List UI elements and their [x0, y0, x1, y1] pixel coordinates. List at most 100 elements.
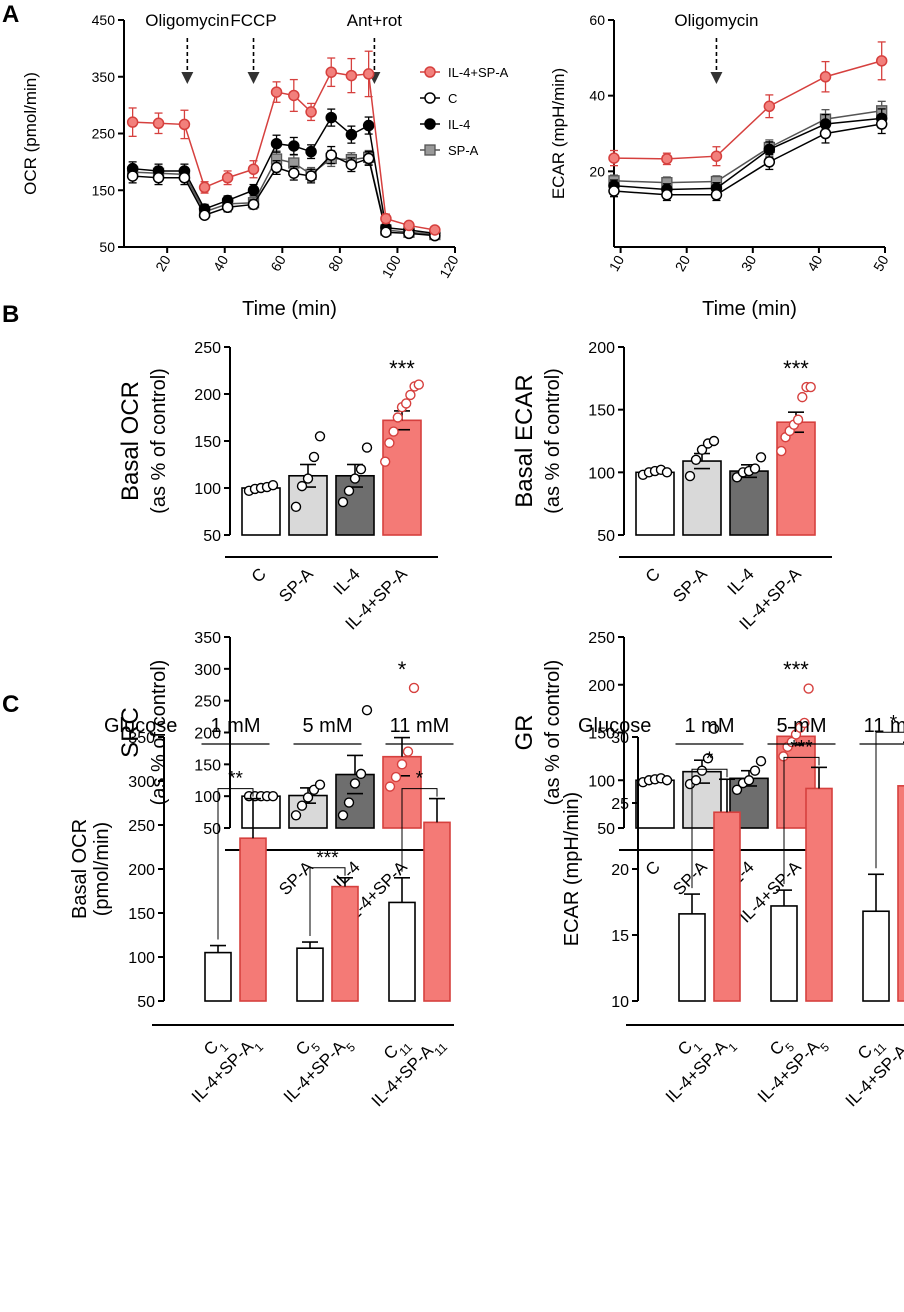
y-tick-label: 15 — [611, 928, 629, 945]
data-point — [408, 682, 420, 694]
data-point — [221, 172, 234, 184]
data-point — [198, 209, 211, 221]
y-tick-label: 200 — [128, 862, 155, 879]
series-c — [126, 145, 441, 242]
y-tick-label: 150 — [194, 434, 221, 451]
significance-stars: * — [398, 657, 407, 682]
data-point — [355, 464, 367, 475]
glucose-group-11-mm: 11 mM* — [385, 715, 454, 1002]
legend: IL-4+SP-A C IL-4 SP-A — [420, 65, 509, 158]
annotation-arrow-head — [181, 72, 194, 84]
y-tick-label: 150 — [92, 182, 116, 198]
data-point — [731, 784, 743, 795]
x-tick-label: 120 — [436, 252, 462, 280]
data-point — [343, 485, 355, 497]
y-tick-label: 40 — [589, 88, 605, 104]
axes: 50 100 150 200 250 GR (as % of control) — [511, 630, 832, 851]
x-tick-label: 20 — [152, 252, 174, 274]
y-tick-label: 200 — [194, 387, 221, 404]
legend-label: SP-A — [448, 143, 479, 158]
glucose-group-1-mm: 1 mM * — [675, 715, 744, 1002]
data-point — [325, 111, 337, 124]
x-axis-title: Time (min) — [702, 298, 797, 320]
y-tick-label: 250 — [128, 818, 155, 835]
annotation-label: Oligomycin — [145, 11, 229, 30]
data-point — [875, 118, 888, 130]
x-tick-label: 30 — [738, 252, 760, 274]
glucose-group-11-mm: 11 mM* — [859, 712, 904, 1002]
glucose-group-5-mm: 5 mM*** — [767, 715, 836, 1002]
data-point — [380, 456, 391, 467]
significance-stars: *** — [783, 657, 809, 682]
data-point — [749, 765, 761, 776]
chart-b-basal-ocr: 50 100 150 200 250 Basal OCR (as % of control)… — [117, 340, 438, 634]
data-point — [126, 170, 139, 182]
series-il-4-sp-a — [126, 50, 441, 236]
series-line — [613, 123, 882, 196]
x-tick-label: IL-4+SP-A5 — [754, 1032, 832, 1110]
bar-group-sp-a: SP-A — [275, 779, 328, 899]
data-point — [296, 800, 308, 811]
data-point — [803, 683, 814, 694]
y-axis-title: ECAR (mpH/min) — [561, 792, 583, 946]
data-point — [710, 150, 723, 162]
series-line — [613, 117, 882, 191]
data-point — [749, 463, 761, 474]
data-point — [345, 69, 358, 82]
data-point — [696, 444, 708, 455]
x-tick-label: IL-4+SP-A1 — [662, 1032, 740, 1110]
axes: 20 40 60 10 20 30 40 50 Time (min) ECAR (mpH/min) — [549, 12, 892, 320]
data-point — [290, 501, 302, 512]
bar-group-c: C — [635, 464, 675, 587]
axes: 50 100 150 200 250 300 350 Basal OCR (pmol/min) — [69, 730, 454, 1026]
significance-bracket — [875, 731, 904, 869]
y-axis-subtitle: (pmol/min) — [91, 822, 113, 916]
x-tick-label: 10 — [606, 252, 628, 274]
x-tick-label: 20 — [672, 252, 694, 274]
y-tick-label: 100 — [588, 773, 615, 790]
data-point — [661, 467, 673, 478]
data-point — [819, 127, 832, 140]
y-tick-label: 200 — [588, 678, 615, 695]
glucose-label: Glucose — [104, 715, 177, 737]
series-c — [608, 113, 888, 202]
bar-group-c: C — [241, 790, 281, 880]
glucose-concentration-label: 1 mM — [211, 715, 261, 737]
data-point — [799, 717, 810, 729]
y-tick-label: 200 — [194, 726, 221, 743]
data-point — [388, 426, 399, 437]
data-point — [362, 119, 375, 132]
legend-marker — [424, 92, 436, 104]
data-point — [380, 226, 392, 238]
panel-letter-a: A — [2, 1, 19, 28]
bar-group-il-4: IL-4 — [330, 442, 375, 599]
series-line — [613, 110, 882, 184]
y-tick-label: 100 — [588, 465, 615, 482]
bar — [204, 951, 232, 1002]
y-tick-label: 50 — [99, 239, 115, 255]
bar — [382, 419, 422, 536]
annotation-label: Oligomycin — [674, 11, 758, 30]
significance-stars: *** — [389, 356, 415, 381]
y-axis-title: ECAR (mpH/min) — [549, 68, 568, 199]
data-point — [755, 755, 767, 767]
y-axis-title: OCR (pmol/min) — [21, 72, 40, 195]
x-tick-label: C — [642, 857, 664, 879]
data-point — [380, 212, 392, 225]
data-point — [270, 137, 283, 150]
y-axis-subtitle: (as % of control) — [148, 368, 170, 514]
data-point — [349, 778, 361, 789]
data-point — [690, 454, 702, 465]
y-tick-label: 100 — [128, 950, 155, 967]
bar — [239, 837, 267, 1002]
data-point — [875, 55, 888, 67]
y-tick-label: 100 — [194, 789, 221, 806]
data-point — [661, 775, 673, 786]
data-point — [696, 765, 708, 776]
significance-stars: *** — [790, 737, 813, 758]
x-tick-label: IL-4+SP-A5 — [280, 1032, 358, 1110]
bar — [805, 787, 833, 1002]
